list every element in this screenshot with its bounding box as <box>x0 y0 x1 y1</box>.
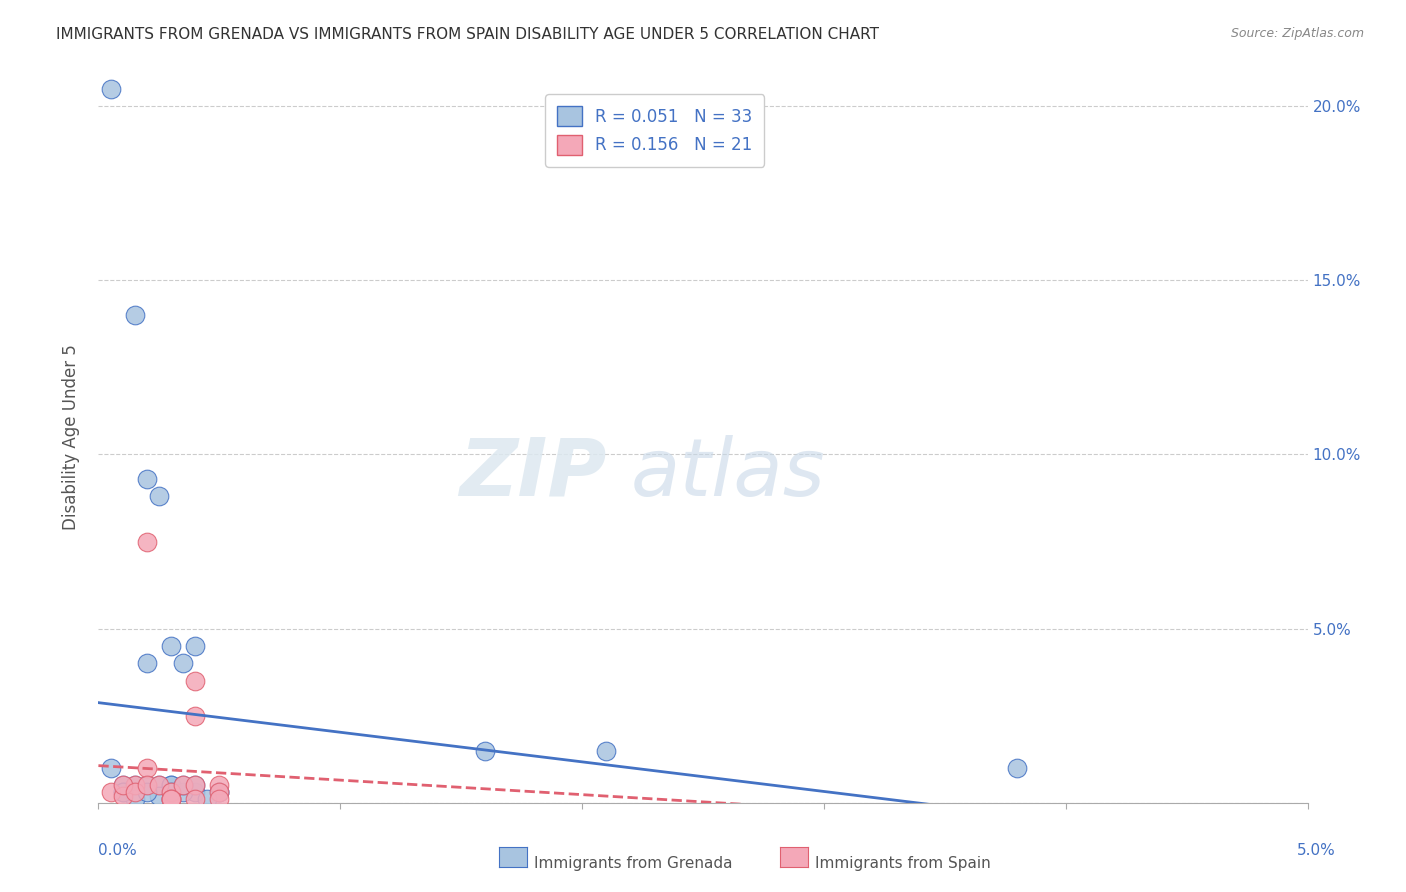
Point <box>148 778 170 792</box>
Text: 0.0%: 0.0% <box>98 843 138 858</box>
Point <box>100 82 122 96</box>
Point <box>148 489 170 503</box>
Text: IMMIGRANTS FROM GRENADA VS IMMIGRANTS FROM SPAIN DISABILITY AGE UNDER 5 CORRELAT: IMMIGRANTS FROM GRENADA VS IMMIGRANTS FR… <box>56 27 879 42</box>
Point <box>124 778 146 792</box>
Point <box>172 785 194 799</box>
Point <box>111 778 134 792</box>
Text: 5.0%: 5.0% <box>1296 843 1336 858</box>
Point <box>160 785 183 799</box>
Point <box>160 785 183 799</box>
Point <box>111 785 134 799</box>
Legend: R = 0.051   N = 33, R = 0.156   N = 21: R = 0.051 N = 33, R = 0.156 N = 21 <box>546 95 763 167</box>
Point <box>160 792 183 806</box>
Point <box>160 792 183 806</box>
Point <box>208 785 231 799</box>
Point <box>124 778 146 792</box>
Point <box>208 785 231 799</box>
Point <box>172 778 194 792</box>
Point <box>208 785 231 799</box>
Point <box>195 792 218 806</box>
Point <box>474 743 496 757</box>
Y-axis label: Disability Age Under 5: Disability Age Under 5 <box>62 344 80 530</box>
Point <box>1007 761 1029 775</box>
Point <box>135 657 157 671</box>
Text: Source: ZipAtlas.com: Source: ZipAtlas.com <box>1230 27 1364 40</box>
Point <box>184 639 207 653</box>
Point <box>124 785 146 799</box>
Point <box>111 789 134 803</box>
Point <box>160 785 183 799</box>
Point <box>184 778 207 792</box>
Point <box>184 778 207 792</box>
Text: ZIP: ZIP <box>458 434 606 513</box>
Point <box>160 792 183 806</box>
Point <box>111 778 134 792</box>
Point <box>100 761 122 775</box>
Text: Immigrants from Grenada: Immigrants from Grenada <box>534 856 733 871</box>
Point <box>148 778 170 792</box>
Point <box>208 792 231 806</box>
Text: Immigrants from Spain: Immigrants from Spain <box>815 856 991 871</box>
Point <box>208 778 231 792</box>
Point <box>160 639 183 653</box>
Point <box>124 792 146 806</box>
Point <box>135 778 157 792</box>
Point <box>111 785 134 799</box>
Point <box>184 673 207 688</box>
Point <box>184 785 207 799</box>
Point <box>172 778 194 792</box>
Point <box>148 789 170 803</box>
Point <box>135 472 157 486</box>
Point <box>184 708 207 723</box>
Point <box>135 778 157 792</box>
Point <box>160 778 183 792</box>
Point <box>160 792 183 806</box>
Point <box>172 657 194 671</box>
Text: atlas: atlas <box>630 434 825 513</box>
Point <box>135 534 157 549</box>
Point <box>124 308 146 322</box>
Point <box>100 785 122 799</box>
Point <box>595 743 617 757</box>
Point <box>184 792 207 806</box>
Point <box>135 761 157 775</box>
Point <box>135 785 157 799</box>
Point <box>160 778 183 792</box>
